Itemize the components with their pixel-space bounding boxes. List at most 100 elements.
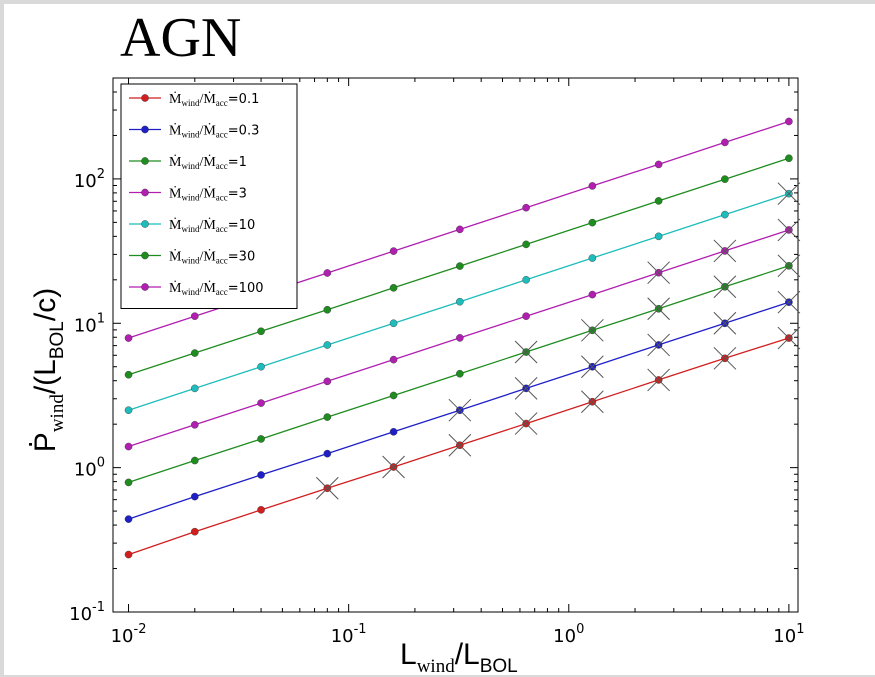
cross-marker xyxy=(713,346,737,370)
data-point xyxy=(124,515,133,523)
y-tick-label: 100 xyxy=(74,456,105,481)
cross-marker xyxy=(581,355,604,379)
legend-label-part: Ṁ xyxy=(169,91,182,107)
data-point xyxy=(456,334,464,342)
y-tick-label-base: 10 xyxy=(69,604,92,625)
y-tick-label-exponent: -1 xyxy=(92,600,105,615)
y-label-mid: /(L xyxy=(29,359,62,395)
data-point xyxy=(389,319,398,328)
legend-label: Ṁwind/Ṁacc=10 xyxy=(169,217,255,234)
y-tick-label-exponent: 1 xyxy=(97,311,105,326)
data-point xyxy=(257,435,265,443)
x-tick-label-base: 10 xyxy=(553,626,576,647)
legend-label: Ṁwind/Ṁacc=1 xyxy=(169,154,247,171)
data-point xyxy=(190,492,199,501)
legend-label-part: Ṁ xyxy=(169,154,182,170)
legend-label: Ṁwind/Ṁacc=100 xyxy=(169,280,264,297)
legend-marker xyxy=(141,188,149,197)
legend-marker xyxy=(141,125,149,134)
x-label-sub2: BOL xyxy=(479,656,518,677)
legend-box xyxy=(120,83,298,309)
x-tick-label-exponent: 0 xyxy=(576,622,584,637)
y-label-sub1: wind xyxy=(47,394,68,433)
data-point xyxy=(522,203,530,212)
y-axis-label: Pwind/(LBOL/c) xyxy=(29,288,68,452)
data-point xyxy=(389,391,398,400)
legend-label-part: acc xyxy=(216,256,228,266)
x-tick-label: 10-1 xyxy=(331,622,367,647)
cross-marker xyxy=(581,390,604,414)
y-label-main: P xyxy=(29,432,62,452)
legend-label-part: Ṁ xyxy=(169,123,182,139)
data-point xyxy=(389,284,398,292)
data-point xyxy=(522,240,530,249)
y-label-sub2: BOL xyxy=(47,321,68,360)
chart-title: AGN xyxy=(120,7,242,69)
y-tick-label-exponent: 2 xyxy=(97,167,105,182)
y-tick-label: 10-1 xyxy=(69,600,105,625)
cross-marker xyxy=(581,318,604,342)
x-tick-label: 101 xyxy=(773,622,804,647)
data-point xyxy=(389,247,398,255)
data-point xyxy=(456,225,464,234)
data-point xyxy=(588,182,597,190)
legend-label-part: =100 xyxy=(228,281,264,296)
legend-label: Ṁwind/Ṁacc=30 xyxy=(169,249,255,266)
x-tick-label-exponent: -2 xyxy=(134,622,147,637)
x-tick-label-base: 10 xyxy=(111,626,134,647)
legend-label-part: wind xyxy=(181,161,200,171)
cross-marker xyxy=(713,275,737,299)
data-point xyxy=(323,449,332,458)
data-point xyxy=(124,442,133,451)
legend-label-part: Ṁ xyxy=(169,249,182,265)
cross-marker xyxy=(777,218,801,242)
legend-label-part: /Ṁ xyxy=(199,154,216,170)
legend-label-part: Ṁ xyxy=(169,280,182,296)
legend-label-part: acc xyxy=(216,287,228,297)
cross-marker xyxy=(647,368,670,392)
legend-label-part: /Ṁ xyxy=(199,186,216,202)
cross-marker xyxy=(514,340,538,364)
legend-label-part: wind xyxy=(181,193,200,203)
data-point xyxy=(721,175,729,183)
data-point xyxy=(257,399,265,407)
cross-marker xyxy=(514,412,538,435)
data-point xyxy=(124,550,133,559)
data-point xyxy=(323,377,332,386)
cross-marker xyxy=(382,455,405,479)
cross-marker xyxy=(315,476,339,500)
data-point xyxy=(190,349,199,357)
cross-marker xyxy=(777,254,801,278)
x-label-sub1: wind xyxy=(416,656,455,677)
data-point xyxy=(257,327,265,336)
data-point xyxy=(323,341,332,349)
legend-label-part: =0.3 xyxy=(228,124,260,139)
legend-marker xyxy=(141,283,149,291)
data-point xyxy=(257,471,265,479)
cross-marker xyxy=(713,311,737,335)
legend-label-part: =0.1 xyxy=(228,92,260,107)
data-point xyxy=(190,312,199,320)
legend-label: Ṁwind/Ṁacc=3 xyxy=(169,186,247,203)
data-point xyxy=(522,312,530,320)
data-point xyxy=(654,160,663,169)
cross-marker xyxy=(647,333,670,357)
data-point xyxy=(654,232,663,241)
data-point xyxy=(124,370,133,379)
data-point xyxy=(124,406,133,414)
x-tick-label: 10-2 xyxy=(111,622,147,647)
legend-label-part: /Ṁ xyxy=(199,91,216,107)
data-point xyxy=(190,384,199,393)
cross-marker xyxy=(448,433,472,457)
legend-marker xyxy=(141,94,149,102)
y-tick-label-exponent: 0 xyxy=(97,456,105,471)
legend-label-part: wind xyxy=(181,287,200,297)
legend-label-part: =3 xyxy=(228,187,247,202)
y-tick-label-base: 10 xyxy=(74,171,97,192)
data-point xyxy=(389,428,398,436)
cross-marker xyxy=(448,398,472,422)
axes-frame xyxy=(112,77,799,613)
legend-label-part: Ṁ xyxy=(169,186,182,202)
y-tick-label-base: 10 xyxy=(74,460,97,481)
legend-marker xyxy=(141,251,149,260)
